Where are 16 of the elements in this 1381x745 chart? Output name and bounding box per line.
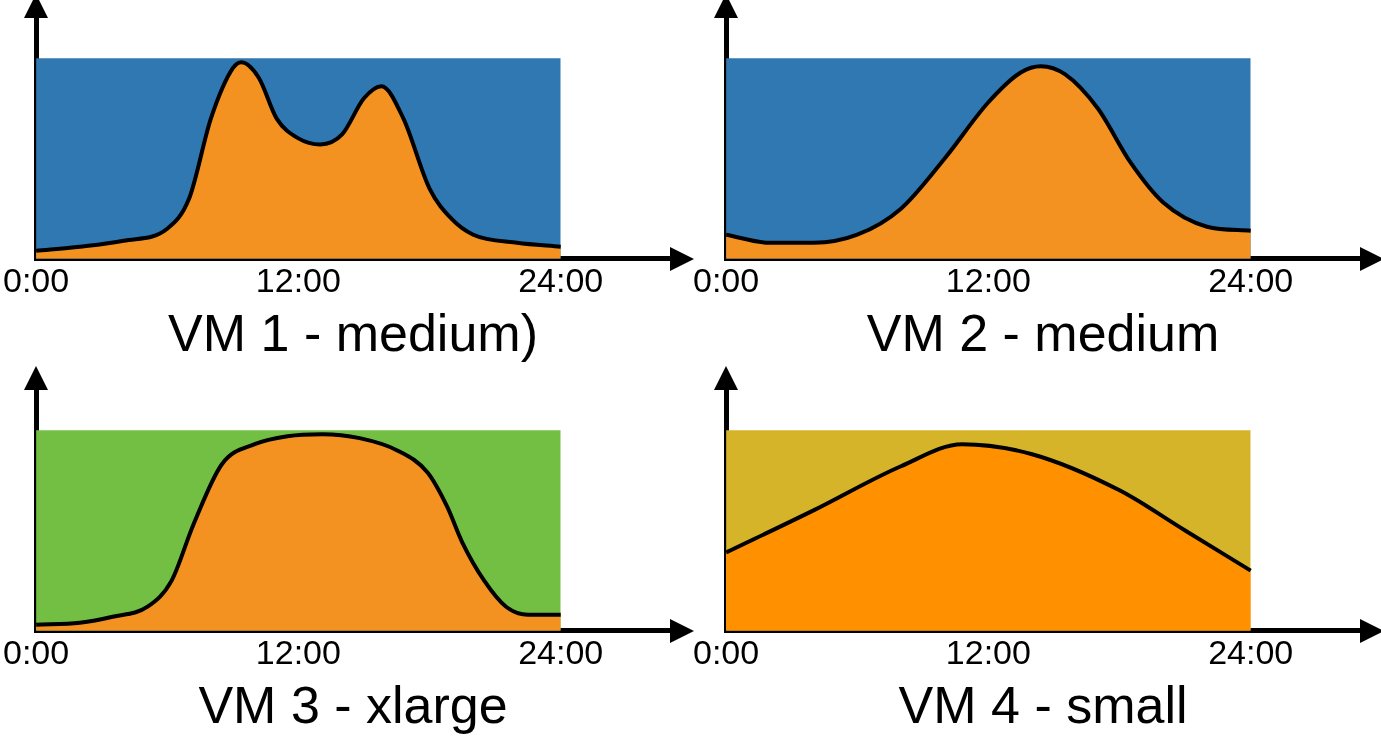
x-tick-label: 12:00 (255, 260, 341, 299)
x-tick-label: 0:00 (692, 632, 760, 671)
x-tick-label: 12:00 (945, 632, 1031, 671)
x-axis-title: VM 4 - small (898, 676, 1188, 735)
x-tick-label: 0:00 (2, 632, 70, 671)
x-tick-label: 12:00 (945, 260, 1031, 299)
x-tick-label: 24:00 (1208, 632, 1294, 671)
x-tick-label: 24:00 (1208, 260, 1294, 299)
x-axis-title: VM 3 - xlarge (198, 676, 508, 735)
x-axis-title: VM 2 - medium (866, 304, 1220, 363)
x-tick-label: 0:00 (692, 260, 760, 299)
x-axis-title: VM 1 - medium) (168, 304, 538, 363)
x-tick-label: 24:00 (518, 260, 604, 299)
x-tick-label: 0:00 (2, 260, 70, 299)
x-tick-label: 12:00 (255, 632, 341, 671)
x-tick-label: 24:00 (518, 632, 604, 671)
